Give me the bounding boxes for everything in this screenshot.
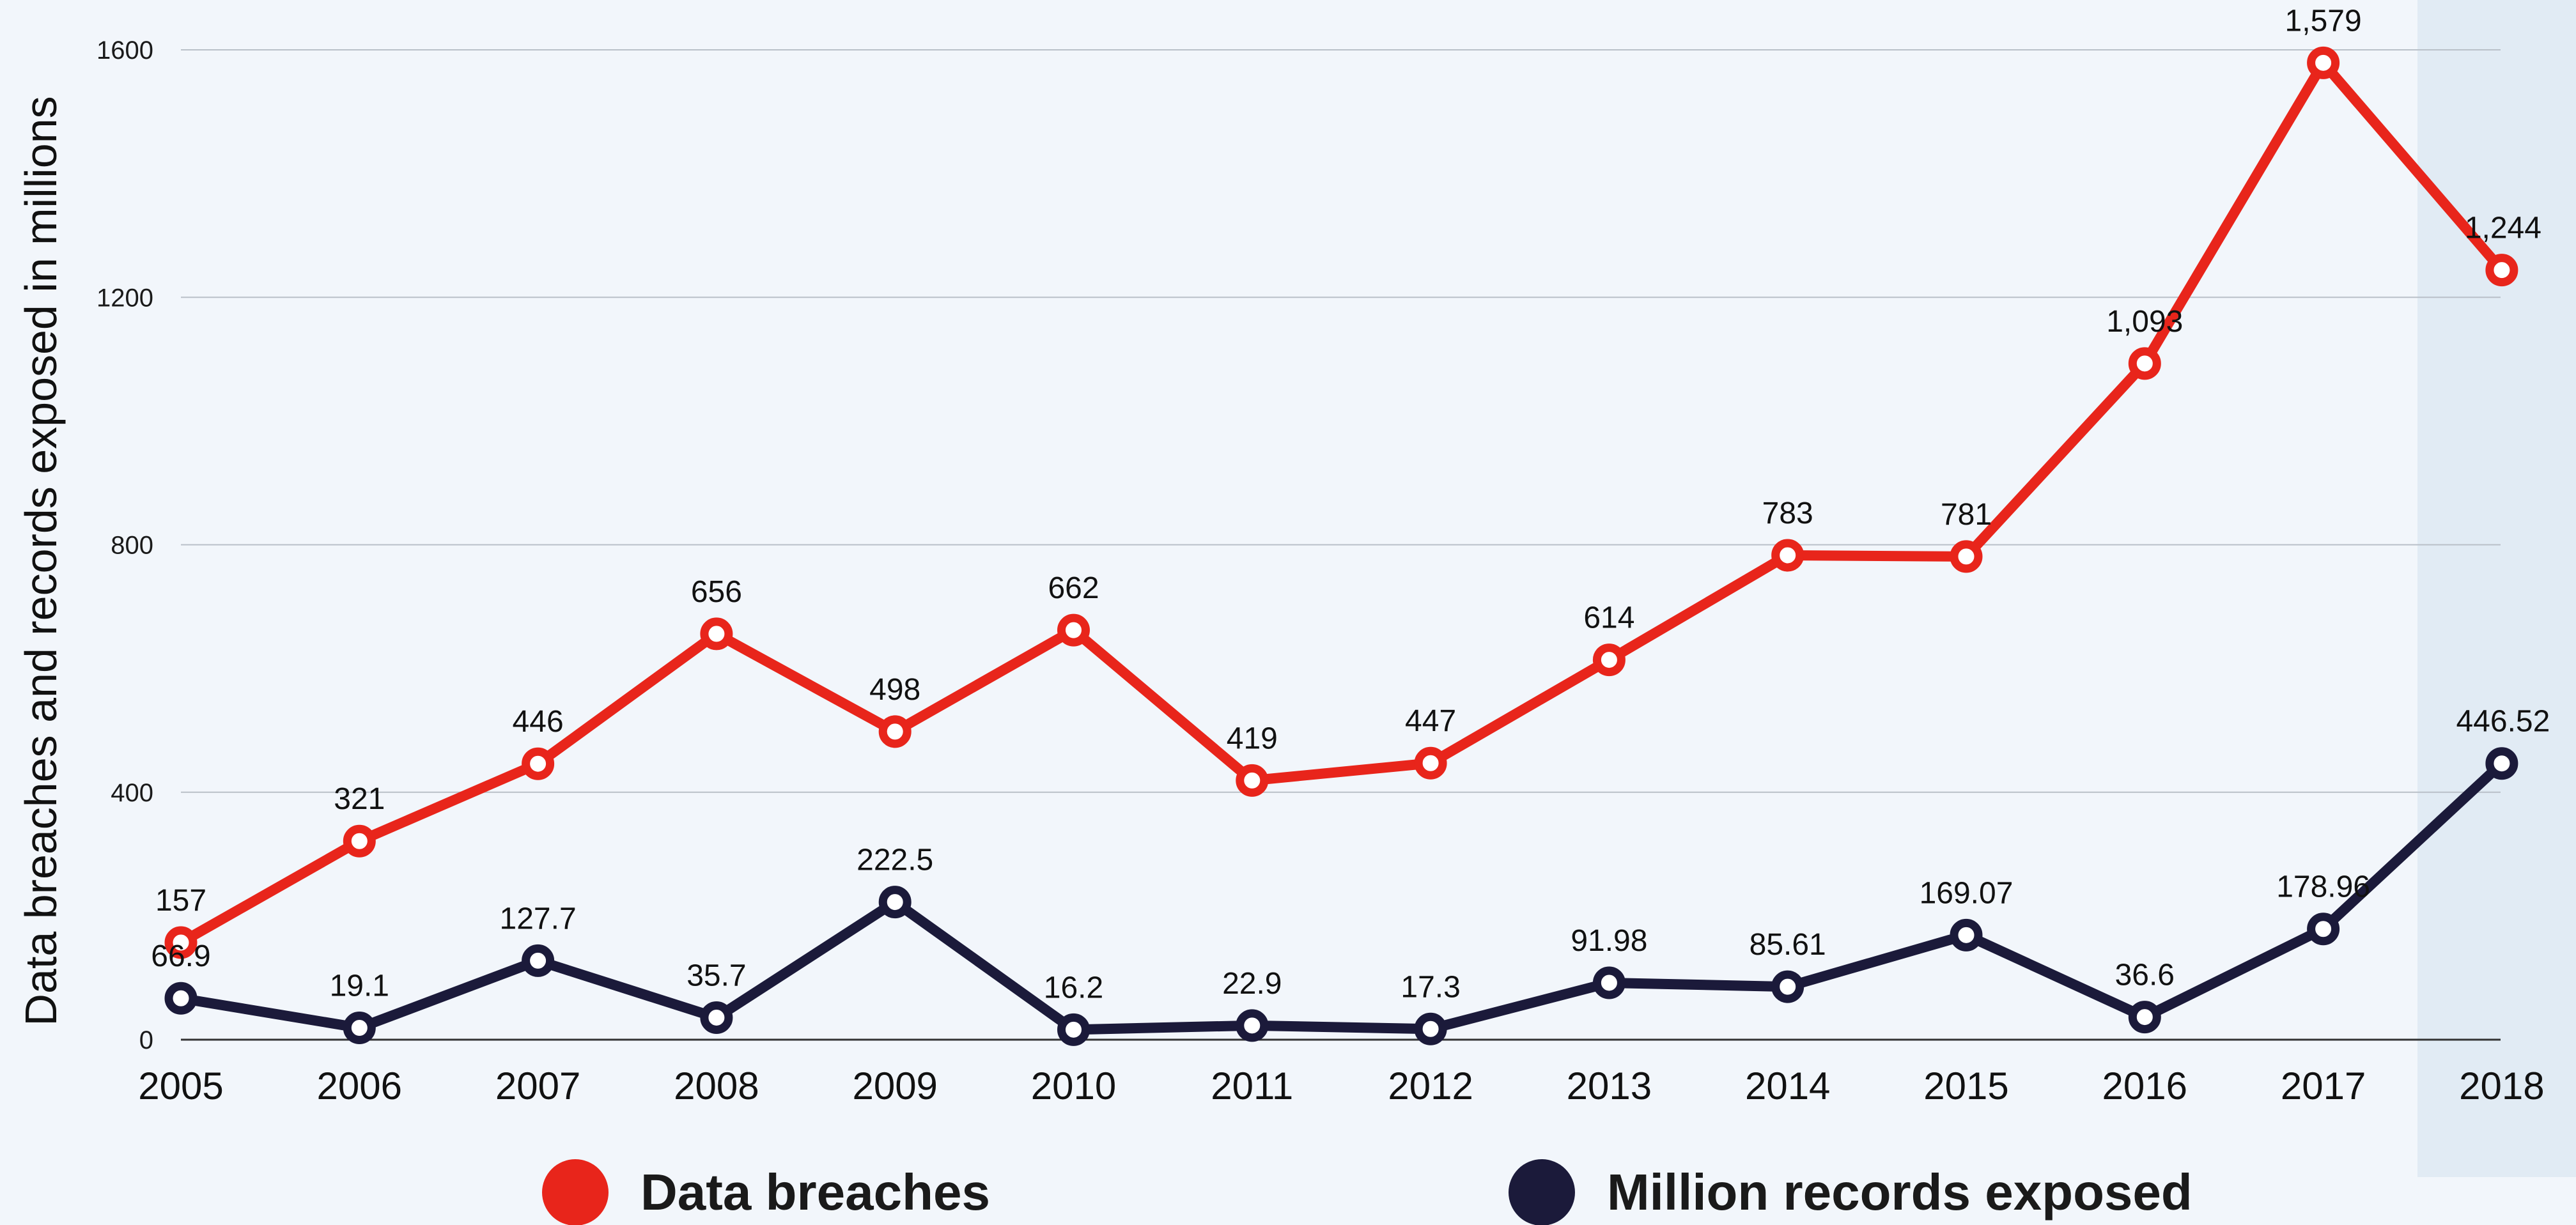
data-label-million-records-exposed-2012: 17.3 [1401, 970, 1460, 1004]
point-data-breaches-2012 [1414, 746, 1447, 780]
point-data-breaches-2009 [878, 715, 912, 748]
x-tick-label-2014: 2014 [1745, 1065, 1830, 1107]
data-label-million-records-exposed-2011: 22.9 [1222, 967, 1282, 1001]
y-tick-label-1600: 1600 [97, 36, 153, 65]
data-label-data-breaches-2016: 1,093 [2106, 305, 2183, 339]
x-tick-label-2012: 2012 [1388, 1065, 1473, 1107]
data-label-million-records-exposed-2007: 127.7 [500, 902, 577, 936]
x-tick-label-2017: 2017 [2281, 1065, 2366, 1107]
data-label-data-breaches-2013: 614 [1583, 601, 1634, 635]
data-label-million-records-exposed-2008: 35.7 [687, 959, 746, 992]
series-layer [164, 46, 2518, 1046]
data-label-million-records-exposed-2006: 19.1 [330, 969, 389, 1003]
x-tick-label-2007: 2007 [495, 1065, 580, 1107]
point-million-records-exposed-2013 [1592, 966, 1626, 999]
data-label-data-breaches-2018: 1,244 [2465, 212, 2541, 245]
legend-marker-million-records-exposed [1509, 1159, 1575, 1225]
point-data-breaches-2016 [2128, 347, 2161, 380]
point-data-breaches-2007 [522, 747, 555, 780]
point-data-breaches-2005 [164, 926, 198, 959]
x-tick-label-2005: 2005 [138, 1065, 223, 1107]
y-axis-title: Data breaches and records exposed in mil… [16, 96, 66, 1026]
x-tick-label-2018: 2018 [2459, 1065, 2544, 1107]
data-labels-layer: 157 321 446 656 498 662 419 447 614 783 781 1,093 1,… [151, 4, 2550, 1005]
data-label-data-breaches-2017: 1,579 [2285, 4, 2362, 38]
data-label-million-records-exposed-2014: 85.61 [1750, 928, 1826, 962]
point-data-breaches-2014 [1771, 539, 1804, 572]
point-data-breaches-2015 [1950, 540, 1983, 573]
x-tick-label-2015: 2015 [1923, 1065, 2008, 1107]
data-label-million-records-exposed-2015: 169.07 [1920, 876, 2013, 910]
point-data-breaches-2017 [2307, 46, 2340, 79]
point-million-records-exposed-2015 [1950, 918, 1983, 951]
point-million-records-exposed-2012 [1414, 1012, 1447, 1045]
x-tick-label-2013: 2013 [1567, 1065, 1652, 1107]
data-label-million-records-exposed-2017: 178.96 [2276, 870, 2370, 904]
series-line-data-breaches [176, 58, 2507, 948]
point-million-records-exposed-2010 [1057, 1013, 1090, 1046]
y-tick-label-800: 800 [111, 532, 153, 560]
data-label-million-records-exposed-2009: 222.5 [857, 844, 933, 877]
data-label-million-records-exposed-2016: 36.6 [2115, 959, 2175, 992]
data-label-million-records-exposed-2005: 66.9 [151, 939, 210, 973]
point-data-breaches-2011 [1236, 764, 1269, 797]
data-label-million-records-exposed-2013: 91.98 [1571, 924, 1647, 958]
data-label-data-breaches-2005: 157 [155, 884, 206, 918]
point-million-records-exposed-2006 [343, 1012, 376, 1045]
point-data-breaches-2010 [1057, 613, 1090, 647]
legend-marker-data-breaches [542, 1159, 609, 1225]
highlight-band-2018 [2417, 0, 2576, 1177]
point-data-breaches-2008 [700, 617, 733, 651]
y-tick-label-1200: 1200 [97, 284, 153, 312]
point-million-records-exposed-2017 [2307, 913, 2340, 946]
data-label-data-breaches-2007: 446 [513, 705, 564, 739]
data-label-data-breaches-2009: 498 [869, 673, 920, 707]
x-tick-label-2008: 2008 [674, 1065, 759, 1107]
point-million-records-exposed-2018 [2485, 747, 2518, 780]
point-million-records-exposed-2014 [1771, 970, 1804, 1003]
point-million-records-exposed-2008 [700, 1001, 733, 1034]
point-million-records-exposed-2011 [1236, 1009, 1269, 1042]
series-line-million-records-exposed [176, 758, 2507, 1035]
point-million-records-exposed-2009 [878, 886, 912, 919]
data-label-million-records-exposed-2018: 446.52 [2456, 705, 2550, 739]
data-label-data-breaches-2010: 662 [1048, 571, 1099, 605]
y-tick-label-0: 0 [139, 1026, 153, 1054]
gridlines [181, 49, 2501, 1041]
point-data-breaches-2006 [343, 824, 376, 858]
x-tick-label-2011: 2011 [1211, 1065, 1293, 1107]
data-label-data-breaches-2015: 781 [1941, 498, 1992, 532]
data-label-data-breaches-2006: 321 [334, 782, 385, 816]
point-million-records-exposed-2016 [2128, 1001, 2161, 1034]
point-million-records-exposed-2007 [522, 944, 555, 977]
data-label-data-breaches-2012: 447 [1405, 704, 1456, 738]
x-tick-label-2010: 2010 [1031, 1065, 1116, 1107]
data-label-data-breaches-2014: 783 [1762, 497, 1813, 530]
x-tick-label-2016: 2016 [2102, 1065, 2187, 1107]
data-label-data-breaches-2011: 419 [1227, 721, 1278, 755]
point-data-breaches-2018 [2485, 254, 2518, 287]
x-tick-label-2006: 2006 [317, 1065, 402, 1107]
data-label-data-breaches-2008: 656 [691, 575, 742, 609]
data-label-million-records-exposed-2010: 16.2 [1044, 971, 1103, 1005]
x-tick-label-2009: 2009 [852, 1065, 937, 1107]
legend-label-data-breaches: Data breaches [640, 1164, 990, 1221]
legend-label-million-records-exposed: Million records exposed [1607, 1164, 2192, 1221]
point-million-records-exposed-2005 [164, 982, 198, 1015]
y-tick-label-400: 400 [111, 779, 153, 807]
x-axis-ticks: 2005 2006 2007 2008 2009 2010 2011 2012 2013 2014… [138, 1065, 2544, 1107]
legend: Data breaches Million records exposed [542, 1159, 2192, 1225]
y-axis-ticks: 0 400 800 1200 1600 [97, 36, 153, 1054]
point-data-breaches-2013 [1592, 643, 1626, 677]
